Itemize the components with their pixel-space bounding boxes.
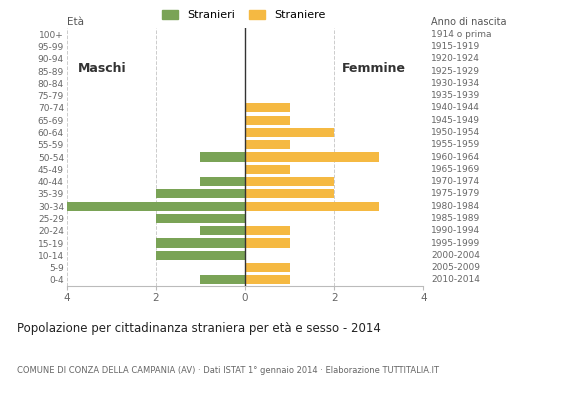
Text: 1985-1989: 1985-1989: [431, 214, 480, 223]
Bar: [201, 177, 245, 186]
Text: 1965-1969: 1965-1969: [431, 165, 480, 174]
Text: 1925-1929: 1925-1929: [431, 66, 480, 76]
Bar: [245, 152, 379, 162]
Bar: [245, 128, 334, 137]
Text: 1920-1924: 1920-1924: [431, 54, 480, 63]
Text: 1950-1954: 1950-1954: [431, 128, 480, 137]
Bar: [245, 103, 289, 112]
Bar: [156, 251, 245, 260]
Bar: [67, 202, 245, 211]
Bar: [245, 238, 289, 248]
Text: 1980-1984: 1980-1984: [431, 202, 480, 211]
Bar: [245, 165, 289, 174]
Text: Popolazione per cittadinanza straniera per età e sesso - 2014: Popolazione per cittadinanza straniera p…: [17, 322, 381, 335]
Legend: Stranieri, Straniere: Stranieri, Straniere: [157, 6, 330, 25]
Text: 2010-2014: 2010-2014: [431, 275, 480, 284]
Text: 1970-1974: 1970-1974: [431, 177, 480, 186]
Text: 1990-1994: 1990-1994: [431, 226, 480, 235]
Text: 1915-1919: 1915-1919: [431, 42, 480, 51]
Bar: [245, 226, 289, 235]
Bar: [245, 140, 289, 149]
Text: 2005-2009: 2005-2009: [431, 263, 480, 272]
Text: 1975-1979: 1975-1979: [431, 189, 480, 198]
Text: Anno di nascita: Anno di nascita: [431, 17, 506, 27]
Bar: [156, 189, 245, 198]
Bar: [201, 226, 245, 235]
Bar: [245, 275, 289, 284]
Bar: [245, 177, 334, 186]
Text: Femmine: Femmine: [342, 62, 407, 75]
Bar: [245, 263, 289, 272]
Text: Maschi: Maschi: [78, 62, 126, 75]
Text: 1955-1959: 1955-1959: [431, 140, 480, 149]
Text: 1930-1934: 1930-1934: [431, 79, 480, 88]
Text: 1914 o prima: 1914 o prima: [431, 30, 492, 39]
Text: 1945-1949: 1945-1949: [431, 116, 480, 125]
Bar: [245, 202, 379, 211]
Bar: [156, 214, 245, 223]
Text: 1995-1999: 1995-1999: [431, 238, 480, 248]
Bar: [245, 116, 289, 125]
Bar: [201, 275, 245, 284]
Bar: [201, 152, 245, 162]
Text: Età: Età: [67, 17, 84, 27]
Text: 1940-1944: 1940-1944: [431, 103, 480, 112]
Text: COMUNE DI CONZA DELLA CAMPANIA (AV) · Dati ISTAT 1° gennaio 2014 · Elaborazione : COMUNE DI CONZA DELLA CAMPANIA (AV) · Da…: [17, 366, 440, 375]
Text: 1935-1939: 1935-1939: [431, 91, 480, 100]
Text: 2000-2004: 2000-2004: [431, 251, 480, 260]
Bar: [156, 238, 245, 248]
Text: 1960-1964: 1960-1964: [431, 152, 480, 162]
Bar: [245, 189, 334, 198]
